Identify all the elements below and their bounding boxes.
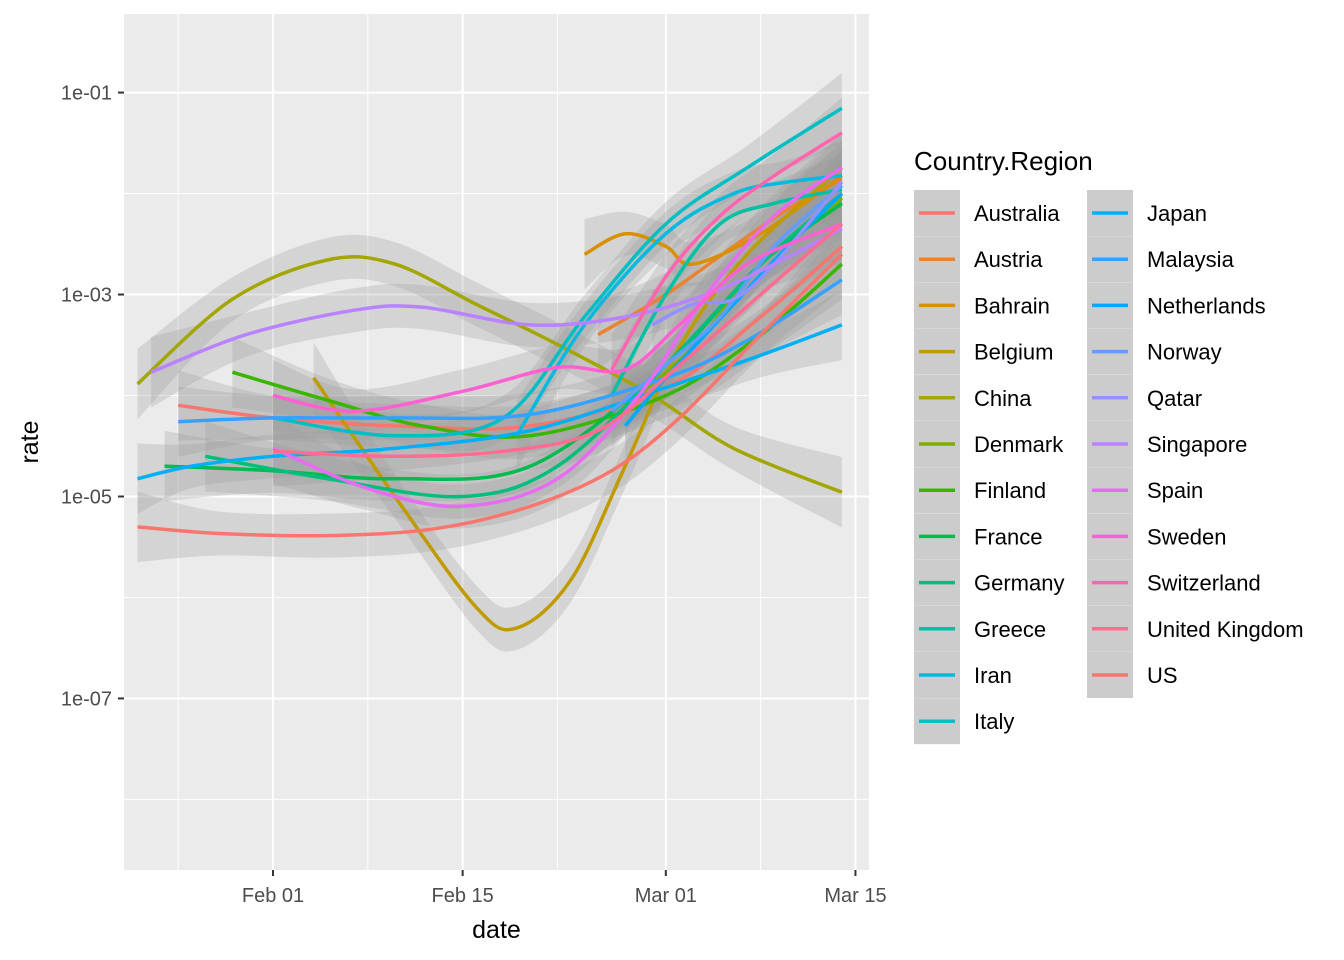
series-line-us xyxy=(137,253,844,538)
x-axis: Feb 01 Feb 15 Mar 01 Mar 15 xyxy=(242,870,887,907)
x-tick-label: Feb 15 xyxy=(432,885,494,907)
legend-item-finland: Finland xyxy=(914,467,1046,514)
series-line-united-kingdom xyxy=(272,222,844,459)
y-axis-title: rate xyxy=(16,420,44,463)
confidence-band-spain xyxy=(273,132,842,529)
y-tick-label: 1e-07 xyxy=(61,688,112,710)
legend-label: Denmark xyxy=(974,432,1064,457)
legend-item-france: France xyxy=(914,513,1042,560)
legend-item-japan: Japan xyxy=(1087,190,1207,236)
legend-item-denmark: Denmark xyxy=(914,421,1064,467)
y-tick-label: 1e-05 xyxy=(61,486,112,508)
series-line-japan xyxy=(137,323,843,481)
series-line-china xyxy=(136,255,843,494)
x-tick-label: Feb 01 xyxy=(242,885,304,907)
legend-item-sweden: Sweden xyxy=(1087,513,1227,560)
legend-item-switzerland: Switzerland xyxy=(1087,559,1261,606)
y-axis: 1e-07 1e-05 1e-03 1e-01 xyxy=(61,83,124,710)
legend-item-qatar: Qatar xyxy=(1087,374,1202,421)
legend-label: Greece xyxy=(974,617,1046,642)
confidence-band-us xyxy=(137,219,842,563)
series-line-switzerland xyxy=(610,131,843,371)
legend-label: Sweden xyxy=(1147,524,1227,549)
series-lines xyxy=(136,106,844,632)
legend-label: Netherlands xyxy=(1147,293,1266,318)
legend-label: Norway xyxy=(1147,340,1222,365)
legend-label: Qatar xyxy=(1147,386,1202,411)
legend-label: Malaysia xyxy=(1147,247,1235,272)
x-tick-label: Mar 01 xyxy=(635,885,697,907)
series-line-malaysia xyxy=(178,278,843,424)
legend-item-netherlands: Netherlands xyxy=(1087,282,1266,329)
confidence-band-italy xyxy=(273,73,842,459)
legend-item-spain: Spain xyxy=(1087,467,1203,514)
legend-label: China xyxy=(974,386,1032,411)
confidence-band-singapore xyxy=(151,193,842,408)
legend-item-malaysia: Malaysia xyxy=(1087,236,1235,283)
legend-item-austria: Austria xyxy=(914,236,1043,283)
series-line-qatar xyxy=(651,180,844,327)
x-tick-label: Mar 15 xyxy=(824,885,886,907)
legend-item-belgium: Belgium xyxy=(914,328,1053,375)
series-line-iran xyxy=(515,174,843,437)
confidence-band-japan xyxy=(137,289,842,514)
y-tick-label: 1e-01 xyxy=(61,83,112,105)
confidence-band-germany xyxy=(205,158,842,519)
legend-item-germany: Germany xyxy=(914,559,1064,606)
confidence-band-greece xyxy=(611,154,842,431)
legend-label: Iran xyxy=(974,663,1012,688)
legend-label: United Kingdom xyxy=(1147,617,1304,642)
legend-item-china: China xyxy=(914,374,1032,421)
legend-label: Germany xyxy=(974,571,1064,596)
y-tick-label: 1e-03 xyxy=(61,285,112,307)
series-line-belgium xyxy=(312,166,844,632)
legend-item-italy: Italy xyxy=(914,698,1014,745)
confidence-band-belgium xyxy=(313,132,842,652)
confidence-band-iran xyxy=(516,140,842,471)
legend-item-us: US xyxy=(1087,652,1178,698)
legend-label: Italy xyxy=(974,709,1014,734)
legend-item-iran: Iran xyxy=(914,652,1012,698)
legend-item-greece: Greece xyxy=(914,605,1046,652)
legend-label: France xyxy=(974,524,1042,549)
legend-label: Spain xyxy=(1147,478,1203,503)
legend-label: Finland xyxy=(974,478,1046,503)
plot-panel-background xyxy=(124,14,869,870)
legend-label: Australia xyxy=(974,201,1060,226)
legend-title: Country.Region xyxy=(914,146,1093,176)
legend-label: Switzerland xyxy=(1147,571,1261,596)
confidence-band-switzerland xyxy=(611,97,842,405)
legend-label: US xyxy=(1147,663,1178,688)
legend-item-norway: Norway xyxy=(1087,328,1222,375)
confidence-band-united-kingdom xyxy=(273,188,842,487)
legend-item-bahrain: Bahrain xyxy=(914,282,1050,329)
series-line-spain xyxy=(272,166,843,509)
confidence-band-bahrain xyxy=(584,140,842,290)
legend-item-united-kingdom: United Kingdom xyxy=(1087,605,1304,652)
series-line-sweden xyxy=(272,222,843,413)
series-line-italy xyxy=(272,106,843,438)
confidence-band-finland xyxy=(232,228,842,460)
legend-item-singapore: Singapore xyxy=(1087,421,1247,467)
legend: Country.Region Australia Austria Bahrain Be… xyxy=(914,146,1304,745)
legend-label: Austria xyxy=(974,247,1043,272)
x-axis-title: date xyxy=(472,916,521,944)
series-line-austria xyxy=(597,177,843,337)
confidence-band-china xyxy=(137,234,842,528)
legend-label: Belgium xyxy=(974,340,1053,365)
legend-label: Bahrain xyxy=(974,293,1050,318)
legend-label: Japan xyxy=(1147,201,1207,226)
series-line-singapore xyxy=(150,227,843,374)
legend-item-australia: Australia xyxy=(914,190,1060,236)
legend-label: Singapore xyxy=(1147,432,1247,457)
